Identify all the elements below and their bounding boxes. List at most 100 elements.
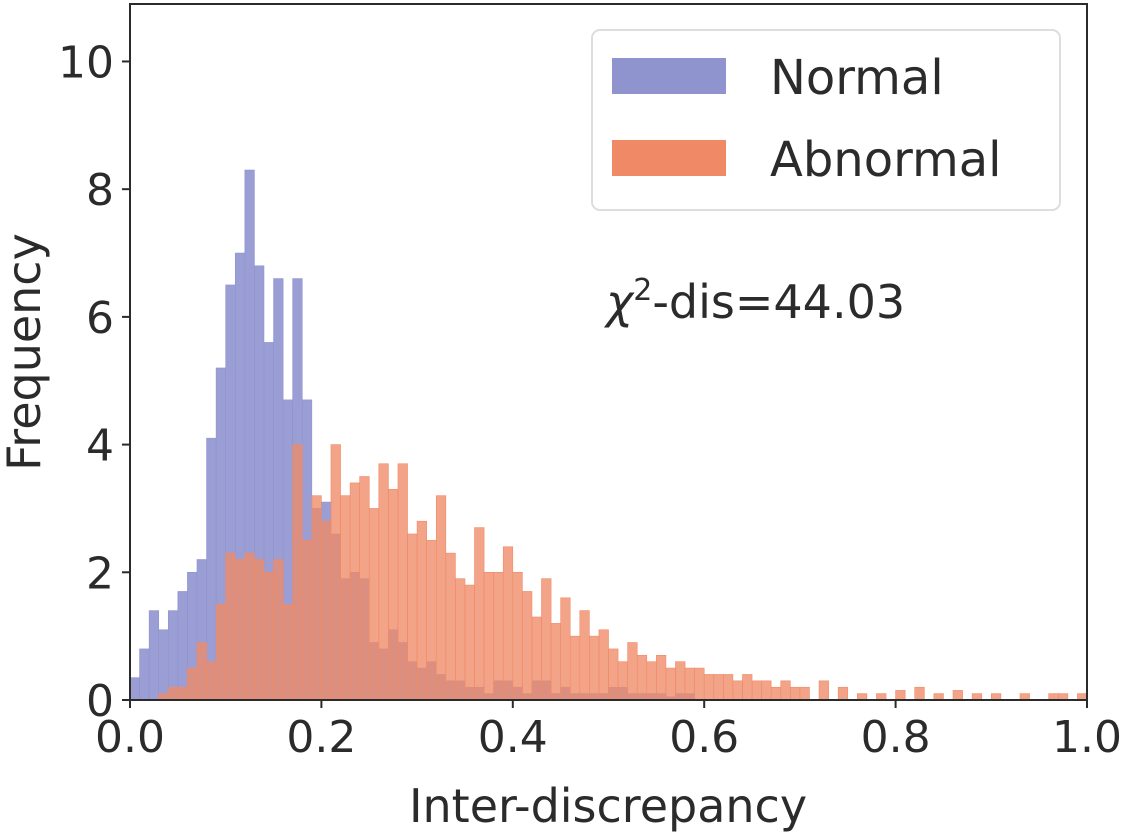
abnormal-bar bbox=[665, 667, 676, 701]
legend-label-normal: Normal bbox=[770, 50, 944, 106]
abnormal-bar bbox=[531, 616, 542, 701]
abnormal-bar bbox=[254, 559, 265, 701]
abnormal-bar bbox=[426, 540, 437, 701]
legend-swatch-normal bbox=[612, 58, 726, 94]
abnormal-bar bbox=[435, 495, 447, 701]
abnormal-bar bbox=[196, 642, 207, 701]
abnormal-bar bbox=[493, 571, 504, 701]
abnormal-bar bbox=[282, 603, 293, 701]
abnormal-bar bbox=[589, 635, 600, 701]
plot-frame bbox=[129, 3, 1088, 701]
x-tick-label: 0.6 bbox=[669, 712, 739, 763]
abnormal-bar bbox=[215, 603, 227, 701]
abnormal-bar bbox=[646, 661, 657, 701]
abnormal-bar bbox=[244, 552, 255, 701]
abnormal-bar bbox=[368, 508, 380, 701]
abnormal-bar bbox=[675, 661, 686, 701]
y-tick-label: 2 bbox=[86, 548, 114, 599]
abnormal-bar bbox=[455, 578, 466, 701]
abnormal-bar bbox=[225, 552, 236, 701]
abnormal-series-bars bbox=[158, 444, 1088, 701]
abnormal-bar bbox=[799, 686, 810, 701]
abnormal-bar bbox=[502, 546, 514, 701]
abnormal-bar bbox=[167, 686, 179, 701]
abnormal-bar bbox=[723, 674, 734, 701]
abnormal-bar bbox=[627, 642, 638, 701]
y-tick-label: 8 bbox=[86, 165, 114, 216]
x-axis-ticks: 0.0 0.2 0.4 0.6 0.8 1.0 bbox=[95, 700, 1122, 763]
abnormal-bar bbox=[311, 495, 322, 701]
normal-bar bbox=[129, 677, 140, 701]
abnormal-bar bbox=[952, 690, 963, 701]
x-axis-label: Inter-discrepancy bbox=[409, 779, 807, 833]
abnormal-bar bbox=[684, 667, 695, 701]
abnormal-bar bbox=[340, 495, 351, 701]
abnormal-bar bbox=[569, 635, 581, 701]
abnormal-bar bbox=[617, 661, 628, 701]
legend-swatch-abnormal bbox=[612, 140, 726, 176]
abnormal-bar bbox=[598, 629, 609, 701]
y-axis-ticks: 0 2 4 6 8 10 bbox=[58, 37, 130, 727]
y-tick-label: 4 bbox=[86, 421, 114, 472]
y-tick-label: 0 bbox=[86, 676, 114, 727]
chi-square-annotation: χ2-dis=44.03 bbox=[603, 273, 905, 329]
abnormal-bar bbox=[388, 488, 399, 701]
normal-bar bbox=[167, 610, 179, 701]
abnormal-bar bbox=[206, 661, 217, 701]
legend: Normal Abnormal bbox=[591, 29, 1061, 211]
abnormal-bar bbox=[560, 597, 571, 701]
abnormal-bar bbox=[579, 610, 590, 701]
abnormal-bar bbox=[445, 552, 456, 701]
abnormal-bar bbox=[818, 680, 829, 701]
abnormal-bar bbox=[770, 686, 782, 701]
abnormal-bar bbox=[761, 680, 772, 701]
abnormal-bar bbox=[187, 667, 198, 701]
abnormal-bar bbox=[474, 527, 485, 701]
y-tick-label: 6 bbox=[86, 293, 114, 344]
abnormal-bar bbox=[273, 559, 284, 701]
abnormal-bar bbox=[512, 571, 523, 701]
legend-label-abnormal: Abnormal bbox=[770, 132, 1002, 188]
normal-bar bbox=[206, 437, 217, 701]
abnormal-bar bbox=[550, 623, 561, 701]
abnormal-bar bbox=[694, 667, 705, 701]
abnormal-bar bbox=[742, 674, 753, 701]
chi-symbol: χ bbox=[603, 275, 635, 329]
abnormal-bar bbox=[713, 674, 724, 701]
normal-bar bbox=[177, 591, 188, 701]
abnormal-bar bbox=[407, 533, 418, 701]
y-tick-label: 10 bbox=[58, 37, 114, 88]
abnormal-bar bbox=[397, 463, 408, 701]
abnormal-bar bbox=[349, 482, 360, 701]
x-tick-label: 0.8 bbox=[861, 712, 931, 763]
abnormal-bar bbox=[359, 476, 370, 701]
abnormal-bar bbox=[301, 540, 313, 701]
abnormal-bar bbox=[522, 591, 533, 701]
y-axis-label: Frequency bbox=[0, 233, 51, 471]
abnormal-bar bbox=[608, 648, 619, 701]
abnormal-bar bbox=[780, 680, 791, 701]
abnormal-bar bbox=[483, 571, 494, 701]
abnormal-bar bbox=[790, 686, 801, 701]
abnormal-bar bbox=[656, 654, 667, 701]
abnormal-bar bbox=[292, 444, 303, 701]
x-tick-label: 0.4 bbox=[478, 712, 548, 763]
abnormal-bar bbox=[732, 680, 743, 701]
abnormal-bar bbox=[378, 463, 389, 701]
abnormal-bar bbox=[321, 520, 332, 701]
abnormal-bar bbox=[837, 686, 849, 701]
x-tick-label: 1.0 bbox=[1052, 712, 1122, 763]
abnormal-bar bbox=[703, 674, 715, 701]
abnormal-bar bbox=[234, 559, 246, 701]
chi-superscript: 2 bbox=[633, 273, 652, 308]
chi-annotation-text: -dis=44.03 bbox=[652, 275, 905, 329]
abnormal-bar bbox=[464, 584, 475, 701]
normal-bar bbox=[158, 629, 169, 701]
abnormal-bar bbox=[895, 690, 906, 701]
abnormal-bar bbox=[636, 654, 648, 701]
abnormal-bar bbox=[263, 571, 274, 701]
normal-bar bbox=[148, 610, 160, 701]
normal-bar bbox=[139, 648, 150, 701]
x-tick-label: 0.0 bbox=[95, 712, 165, 763]
